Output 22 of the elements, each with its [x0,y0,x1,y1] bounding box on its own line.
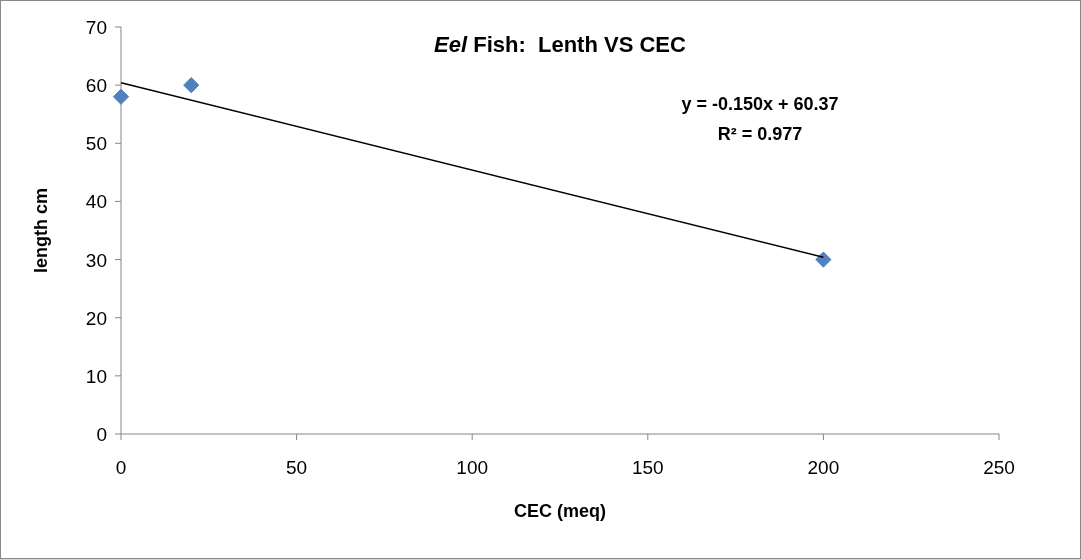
x-axis-title: CEC (meq) [513,501,607,521]
y-tick-label: 70 [85,17,107,38]
annotation: R² = 0.977 [717,124,803,144]
chart-title: Eel Fish: Lenth VS CEC [434,32,687,57]
x-tick-label: 50 [286,457,308,478]
y-tick-label: 60 [85,75,107,97]
x-tick-label: 150 [631,457,664,478]
x-tick-label: 200 [807,457,840,478]
x-tick-label: 0 [115,457,127,478]
point [112,88,130,105]
y-tick-label: 30 [85,249,107,271]
point [815,251,832,268]
x-tick-label: 250 [983,457,1015,478]
y-tick-label: 50 [85,133,107,155]
y-tick-label: 40 [85,191,107,213]
y-tick-label: 20 [85,307,107,329]
annotation: y = -0.150x + 60.37 [681,94,839,114]
y-axis-title: length cm [31,187,51,274]
y-tick-label: 10 [85,365,107,387]
point [183,77,200,94]
x-tick-label: 100 [456,457,489,478]
y-tick-label: 0 [96,424,107,445]
